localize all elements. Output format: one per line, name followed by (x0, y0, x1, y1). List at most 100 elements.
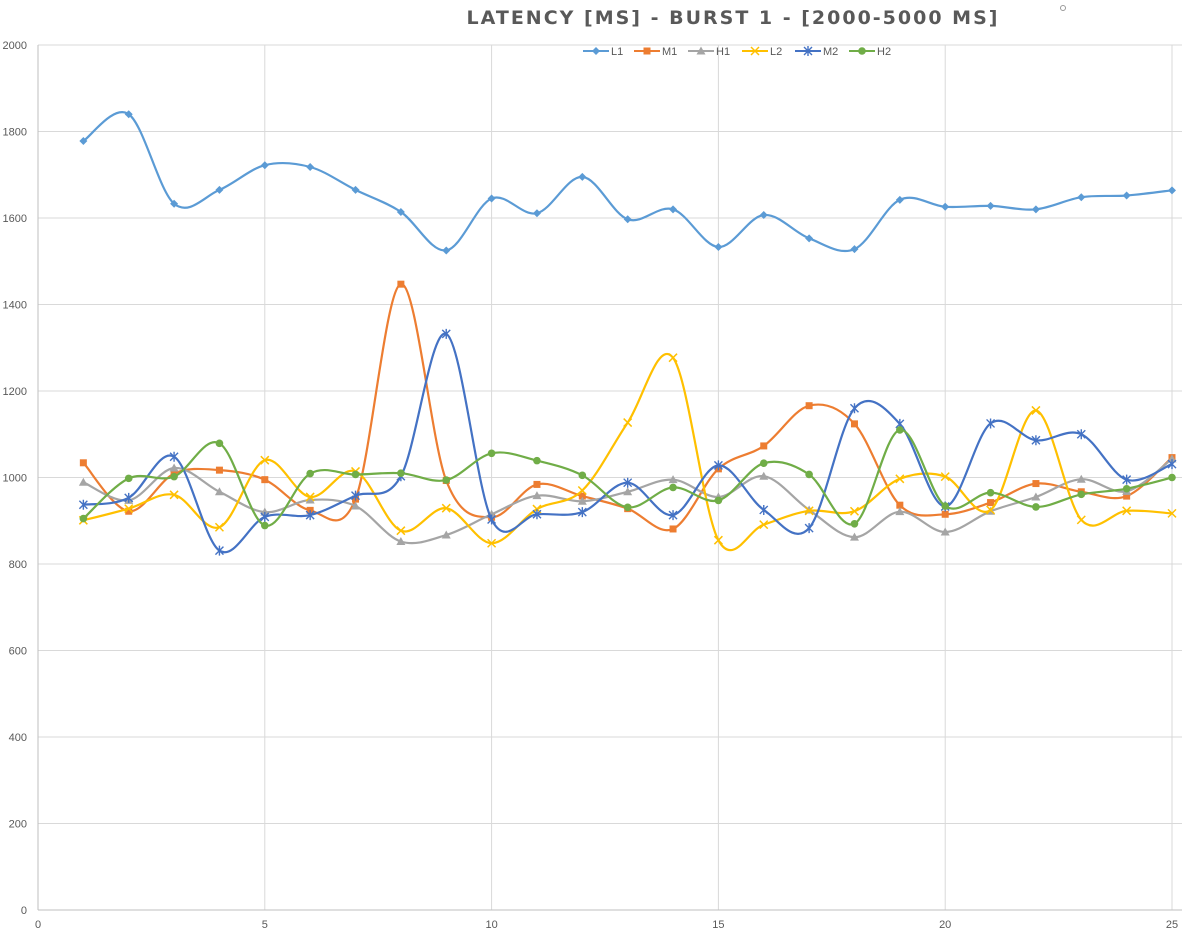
series-L2 (78, 353, 1177, 552)
data-point-M1 (896, 501, 904, 509)
legend-marker (858, 47, 866, 55)
data-point-H2 (261, 521, 269, 530)
data-point-M2 (351, 490, 361, 501)
data-point-L1 (850, 245, 859, 254)
x-tick-label: 25 (1166, 919, 1178, 931)
data-point-L2 (759, 520, 769, 530)
data-point-M2 (169, 451, 179, 462)
data-point-H1 (623, 487, 633, 496)
tick-labels: 0 200 400 600 800 1000 1200 1400 1600 1800 2000 0 5 1… (3, 40, 1179, 931)
data-point-L1 (396, 207, 405, 216)
data-point-M2 (1031, 435, 1041, 446)
legend-marker (592, 47, 600, 55)
x-tick-label: 15 (712, 919, 724, 931)
data-point-M1 (1123, 492, 1131, 500)
data-point-M2 (532, 509, 542, 520)
data-point-M1 (215, 466, 223, 474)
data-point-L1 (1031, 205, 1040, 214)
data-point-L1 (79, 137, 88, 146)
data-point-H2 (442, 476, 451, 484)
data-point-H1 (260, 507, 270, 516)
data-point-M2 (1076, 429, 1086, 440)
series-line-L2 (83, 353, 1173, 552)
data-point-L2 (305, 492, 315, 502)
data-point-M1 (805, 402, 813, 410)
series-L1 (79, 110, 1176, 255)
data-point-L2 (260, 455, 270, 465)
data-point-L2 (986, 505, 996, 515)
data-point-M2 (124, 492, 134, 503)
data-point-M2 (986, 418, 996, 429)
data-point-H2 (1168, 473, 1176, 482)
data-point-H1 (849, 532, 859, 541)
data-point-M2 (668, 510, 678, 521)
data-point-H2 (124, 474, 133, 483)
data-point-L2 (441, 503, 451, 513)
data-point-L1 (260, 161, 269, 170)
data-point-L1 (1122, 191, 1131, 200)
series-line-L1 (82, 111, 1173, 253)
data-point-L1 (442, 246, 451, 255)
data-point-L2 (487, 538, 497, 548)
decorative-circle-icon (1060, 5, 1066, 11)
y-tick-label: 2000 (3, 40, 27, 52)
data-point-L1 (941, 202, 950, 211)
data-point-H1 (1167, 454, 1177, 463)
data-point-H2 (1122, 484, 1131, 493)
data-point-L2 (1122, 506, 1132, 516)
data-point-L2 (713, 535, 723, 545)
series-lines (78, 110, 1177, 556)
data-point-H1 (532, 491, 542, 500)
data-point-L2 (849, 506, 860, 516)
data-point-M2 (305, 510, 315, 521)
y-tick-label: 1800 (3, 127, 27, 139)
grid-lines (38, 44, 1182, 910)
data-point-L1 (124, 110, 133, 119)
x-tick-label: 5 (262, 919, 268, 931)
data-point-H1 (759, 471, 769, 480)
data-point-H2 (170, 472, 178, 481)
y-tick-label: 400 (9, 732, 27, 744)
data-point-L2 (668, 353, 678, 363)
data-point-M2 (577, 507, 587, 518)
data-point-L2 (1076, 515, 1086, 525)
legend-marker (750, 46, 760, 56)
legend-label: H1 (716, 46, 730, 58)
data-point-L1 (986, 201, 995, 210)
data-point-H2 (397, 469, 405, 477)
data-point-M2 (214, 545, 224, 556)
data-point-L1 (669, 205, 678, 214)
data-point-M1 (79, 459, 87, 467)
data-point-H1 (169, 463, 179, 472)
x-tick-label: 10 (485, 919, 497, 931)
data-point-L1 (895, 195, 904, 204)
data-point-L2 (169, 490, 179, 500)
data-point-L1 (170, 199, 179, 208)
data-point-H1 (214, 487, 224, 496)
data-point-M1 (760, 442, 768, 450)
data-point-M1 (941, 510, 949, 518)
y-tick-label: 0 (21, 905, 27, 917)
data-point-M1 (578, 492, 586, 500)
y-tick-label: 1600 (3, 213, 27, 225)
data-point-M2 (441, 328, 451, 339)
data-point-M1 (125, 507, 133, 515)
data-point-H2 (805, 470, 813, 479)
data-point-L2 (124, 504, 134, 514)
data-point-M1 (669, 525, 677, 533)
data-point-H1 (351, 501, 361, 510)
data-point-H2 (669, 483, 677, 492)
data-point-L1 (306, 162, 315, 171)
legend-item-L2: L2 (742, 46, 782, 58)
series-H2 (79, 426, 1176, 530)
data-point-H2 (986, 488, 995, 497)
data-point-H2 (896, 426, 904, 434)
data-point-H2 (759, 459, 768, 468)
data-point-H1 (78, 477, 88, 486)
data-point-H1 (1031, 492, 1041, 501)
data-point-H1 (895, 507, 905, 516)
data-point-L2 (804, 506, 814, 516)
data-point-L2 (577, 485, 587, 496)
data-point-L1 (487, 194, 496, 203)
